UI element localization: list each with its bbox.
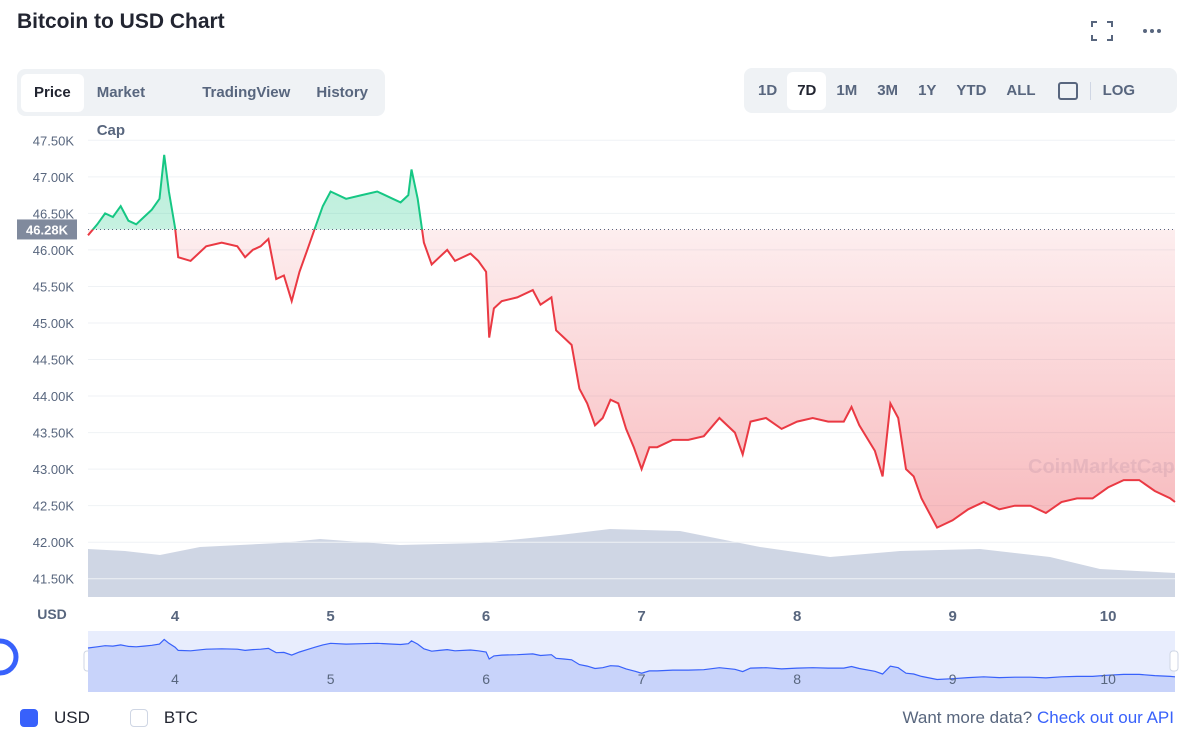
divider — [1089, 81, 1091, 100]
log-button[interactable]: LOG — [1102, 81, 1136, 99]
title: Bitcoin to USD Chart — [17, 10, 225, 33]
y-tick-label: 41.50K — [33, 572, 75, 587]
y-tick-label: 42.50K — [33, 499, 75, 514]
navigator-area — [88, 639, 1175, 692]
y-tick-label: 46.00K — [33, 243, 75, 258]
navigator-tick-label: 5 — [327, 671, 335, 687]
y-tick-label: 46.50K — [33, 206, 75, 221]
x-tick-label: 8 — [793, 608, 801, 625]
navigator-tick-label: 9 — [949, 671, 957, 687]
y-tick-label: 44.00K — [33, 389, 75, 404]
tab[interactable]: Market Cap — [96, 83, 146, 139]
price-line-down — [87, 229, 1176, 529]
tab[interactable]: History — [316, 83, 368, 101]
more-icon[interactable] — [1143, 29, 1161, 33]
navigator-line — [87, 638, 1176, 681]
reference-tag — [17, 219, 77, 240]
tab[interactable]: TradingView — [202, 83, 291, 101]
navigator-tick-label: 6 — [482, 671, 490, 687]
checkbox[interactable] — [20, 709, 38, 727]
range-button[interactable]: 1D — [758, 81, 778, 99]
x-tick-label: 10 — [1100, 608, 1117, 625]
y-tick-label: 43.50K — [33, 426, 75, 441]
currency-toggle: USD BTC — [20, 708, 238, 728]
y-axis-label: USD — [37, 606, 67, 622]
y-tick-label: 47.50K — [33, 133, 75, 148]
checkbox[interactable] — [129, 709, 148, 727]
navigator-tick-label: 4 — [171, 671, 179, 687]
navigator-tick-label: 7 — [638, 671, 646, 687]
api-prompt: Want more data? — [902, 708, 1033, 727]
x-tick-label: 6 — [482, 608, 490, 625]
y-tick-label: 44.50K — [33, 353, 75, 368]
y-tick-label: 45.50K — [33, 279, 75, 294]
x-tick-label: 5 — [326, 608, 334, 625]
range-button[interactable]: 1M — [836, 81, 858, 99]
y-tick-label: 42.00K — [33, 535, 75, 550]
tab[interactable]: Price — [21, 73, 84, 112]
y-tick-label: 43.00K — [33, 462, 75, 477]
range-bar: 1D 7D 1M 3M 1Y YTD ALL LOG — [744, 68, 1177, 113]
y-tick-label: 47.00K — [33, 170, 75, 185]
calendar-icon[interactable] — [1057, 81, 1078, 100]
area-below — [88, 229, 1175, 528]
navigator-tick-label: 8 — [793, 671, 801, 687]
currency-label: BTC — [163, 708, 198, 727]
toolbar-icons — [1091, 21, 1161, 41]
x-tick-label: 9 — [948, 608, 956, 625]
tab-bar: Price Market Cap TradingView History — [17, 69, 385, 139]
navigator-handle[interactable] — [1169, 650, 1179, 672]
reference-label: 46.28K — [26, 222, 69, 237]
api-link[interactable]: Check out our API — [1036, 708, 1174, 727]
range-button[interactable]: ALL — [1006, 81, 1036, 99]
fullscreen-icon[interactable] — [1091, 21, 1113, 41]
currency-label: USD — [54, 708, 90, 727]
side-icon — [0, 638, 19, 676]
range-button[interactable]: 7D — [787, 71, 827, 110]
range-button[interactable]: 3M — [877, 81, 899, 99]
y-tick-label: 45.00K — [33, 316, 75, 331]
x-tick-label: 4 — [171, 608, 180, 625]
range-button[interactable]: YTD — [956, 81, 987, 99]
volume-area — [88, 529, 1175, 597]
navigator-tick-label: 10 — [1100, 671, 1116, 687]
x-tick-label: 7 — [637, 608, 645, 625]
range-button[interactable]: 1Y — [918, 81, 937, 99]
chart: 41.50K 42.00K 42.50K 43.00K 43.50K 44.00K 44.5… — [0, 133, 1179, 692]
api-note: Want more data? Check out our API — [902, 708, 1174, 728]
area-above — [92, 154, 423, 230]
